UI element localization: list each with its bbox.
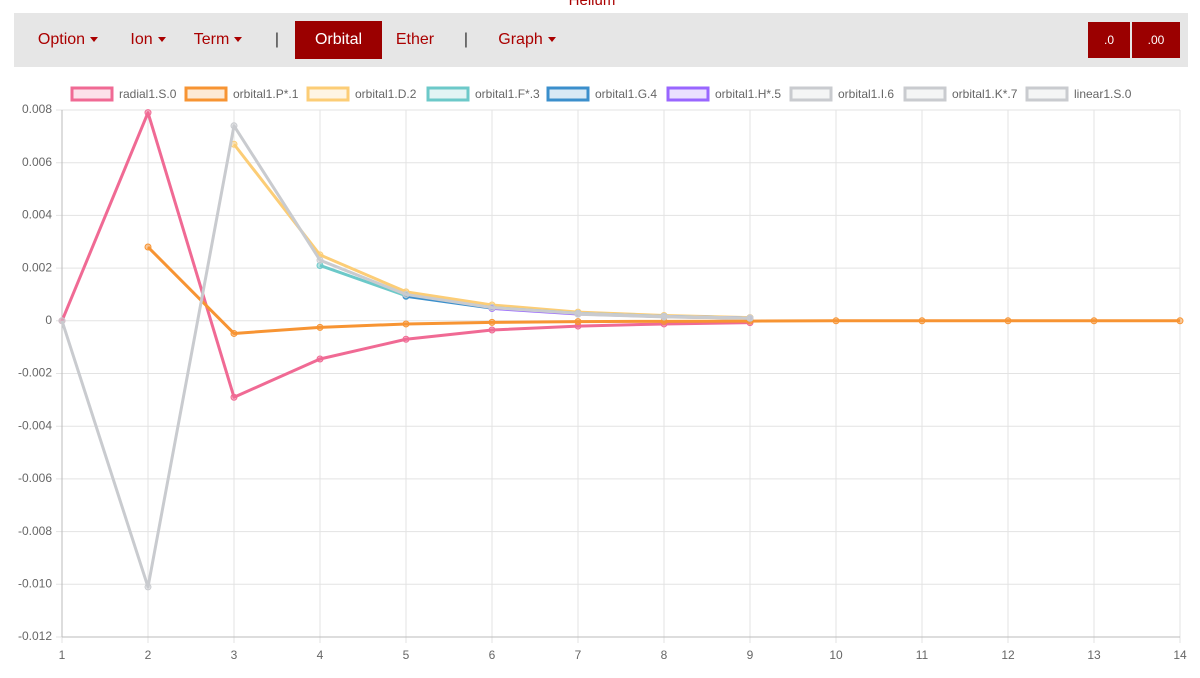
y-tick-label: -0.002 bbox=[18, 366, 52, 380]
data-point bbox=[574, 318, 582, 326]
nav-item[interactable]: Orbital bbox=[295, 21, 382, 59]
x-tick-label: 14 bbox=[1173, 648, 1187, 662]
data-point bbox=[1090, 317, 1098, 325]
nav-separator: | bbox=[274, 31, 280, 48]
y-tick-label: -0.010 bbox=[18, 576, 52, 590]
data-point bbox=[230, 393, 238, 401]
button[interactable]: .00 bbox=[1132, 22, 1180, 58]
legend-label[interactable]: orbital1.P*.1 bbox=[233, 87, 299, 101]
y-tick-label: -0.008 bbox=[18, 524, 52, 538]
y-tick-label: 0 bbox=[45, 313, 52, 327]
data-point bbox=[144, 243, 152, 251]
nav-item[interactable]: Ion bbox=[120, 21, 176, 59]
legend-label[interactable]: radial1.S.0 bbox=[119, 87, 177, 101]
y-tick-label: -0.012 bbox=[18, 629, 52, 643]
x-tick-label: 1 bbox=[59, 648, 66, 662]
data-point bbox=[316, 355, 324, 363]
data-point bbox=[316, 256, 324, 264]
nav-bar: Option Ion Term | Orbital Ether | Graph … bbox=[14, 13, 1188, 67]
data-point bbox=[402, 335, 410, 343]
data-point bbox=[660, 312, 668, 320]
x-tick-label: 13 bbox=[1087, 648, 1101, 662]
y-tick-label: 0.002 bbox=[22, 260, 52, 274]
y-tick-label: 0.004 bbox=[22, 208, 52, 222]
legend-swatch[interactable] bbox=[789, 86, 833, 102]
legend-label[interactable]: linear1.S.0 bbox=[1074, 87, 1132, 101]
nav-item[interactable]: Ether bbox=[395, 31, 435, 48]
data-point bbox=[230, 122, 238, 130]
legend-swatch[interactable] bbox=[1025, 86, 1069, 102]
x-tick-label: 4 bbox=[317, 648, 324, 662]
x-tick-label: 6 bbox=[489, 648, 496, 662]
page-title: Helium bbox=[568, 0, 616, 9]
data-point bbox=[144, 583, 152, 591]
legend-label[interactable]: orbital1.K*.7 bbox=[952, 87, 1018, 101]
y-tick-label: -0.004 bbox=[18, 418, 52, 432]
x-tick-label: 2 bbox=[145, 648, 152, 662]
data-point bbox=[402, 290, 410, 298]
data-point bbox=[488, 326, 496, 334]
data-point bbox=[1176, 317, 1184, 325]
data-point bbox=[574, 309, 582, 317]
legend-swatch[interactable] bbox=[666, 86, 710, 102]
data-point bbox=[918, 317, 926, 325]
legend-swatch[interactable] bbox=[903, 86, 947, 102]
button[interactable]: .0 bbox=[1088, 22, 1130, 58]
y-tick-label: -0.006 bbox=[18, 471, 52, 485]
legend-swatch[interactable] bbox=[184, 86, 228, 102]
x-tick-label: 10 bbox=[829, 648, 843, 662]
nav-item[interactable]: Term bbox=[188, 21, 248, 59]
legend-label[interactable]: orbital1.G.4 bbox=[595, 87, 657, 101]
legend-label[interactable]: orbital1.F*.3 bbox=[475, 87, 540, 101]
data-point bbox=[832, 317, 840, 325]
data-point bbox=[402, 320, 410, 328]
legend-swatch[interactable] bbox=[546, 86, 590, 102]
legend-swatch[interactable] bbox=[426, 86, 470, 102]
data-point bbox=[58, 317, 66, 325]
data-point bbox=[1004, 317, 1012, 325]
data-point bbox=[144, 109, 152, 117]
x-tick-label: 12 bbox=[1001, 648, 1015, 662]
data-point bbox=[488, 304, 496, 312]
x-tick-label: 11 bbox=[916, 648, 929, 662]
x-tick-label: 7 bbox=[575, 648, 582, 662]
legend-label[interactable]: orbital1.H*.5 bbox=[715, 87, 781, 101]
nav-item[interactable]: Option bbox=[28, 21, 108, 59]
x-tick-label: 8 bbox=[661, 648, 668, 662]
y-tick-label: 0.008 bbox=[22, 102, 52, 116]
x-tick-label: 9 bbox=[747, 648, 754, 662]
legend-swatch[interactable] bbox=[306, 86, 350, 102]
y-tick-label: 0.006 bbox=[22, 155, 52, 169]
data-point bbox=[230, 329, 238, 337]
legend-label[interactable]: orbital1.D.2 bbox=[355, 87, 417, 101]
x-tick-label: 5 bbox=[403, 648, 410, 662]
x-tick-label: 3 bbox=[231, 648, 238, 662]
data-point bbox=[316, 323, 324, 331]
data-point bbox=[488, 318, 496, 326]
legend-label[interactable]: orbital1.I.6 bbox=[838, 87, 894, 101]
nav-item[interactable]: Graph bbox=[492, 21, 562, 59]
legend-swatch[interactable] bbox=[70, 86, 114, 102]
data-point bbox=[746, 314, 754, 322]
nav-separator: | bbox=[463, 31, 469, 48]
